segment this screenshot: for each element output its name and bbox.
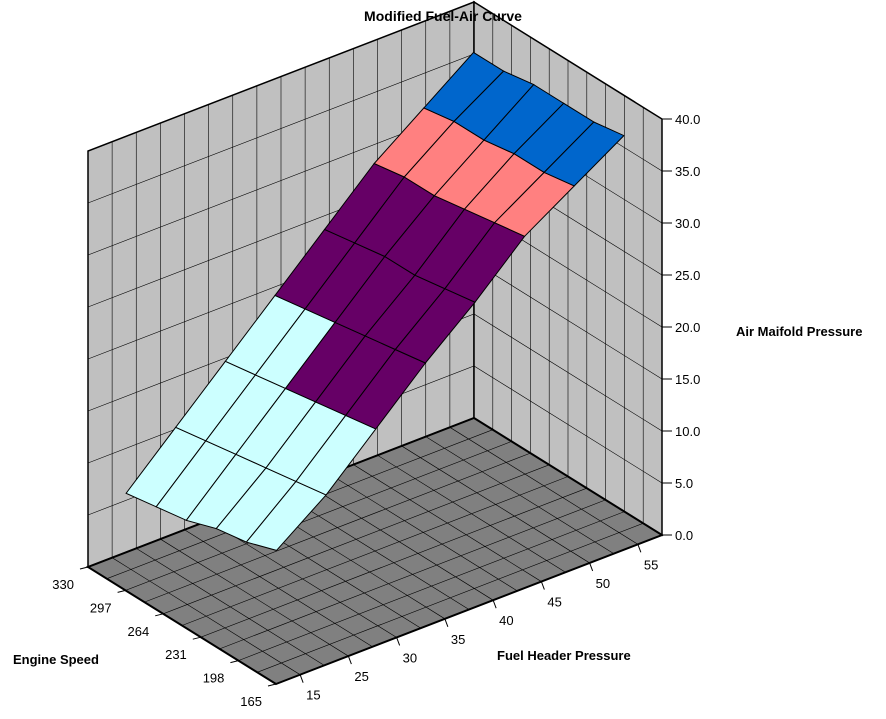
y-tick-mark	[230, 660, 239, 664]
x-tick-mark	[347, 655, 352, 665]
y-tick-mark	[117, 589, 126, 593]
z-tick-label: 30.0	[675, 216, 700, 231]
z-tick-label: 35.0	[675, 164, 700, 179]
y-axis-title: Engine Speed	[13, 652, 99, 667]
x-axis-title: Fuel Header Pressure	[497, 648, 631, 663]
x-tick-mark	[589, 562, 594, 572]
x-tick-label: 35	[451, 632, 465, 647]
x-tick-mark	[299, 674, 304, 683]
surface-cell	[543, 121, 625, 187]
z-tick-label: 20.0	[675, 320, 700, 335]
floor-gridline	[219, 499, 606, 650]
z-tick-label: 10.0	[675, 424, 700, 439]
x-tick-mark	[396, 637, 401, 646]
floor-gridline	[257, 523, 644, 673]
y-tick-mark	[267, 683, 277, 687]
z-tick-label: 25.0	[675, 268, 700, 283]
floor-gridline	[238, 511, 625, 661]
chart-floor	[85, 416, 665, 686]
z-tick-label: 15.0	[675, 372, 700, 387]
floor-gridline	[144, 452, 531, 603]
y-tick-mark	[79, 566, 89, 570]
y-tick-label: 165	[240, 694, 262, 709]
y-tick-label: 297	[90, 600, 112, 615]
floor-gridline	[181, 476, 569, 626]
floor-gridline	[125, 441, 512, 591]
x-tick-label: 30	[403, 650, 417, 665]
x-tick-mark	[540, 581, 545, 590]
x-tick-label: 25	[354, 669, 368, 684]
y-tick-label: 264	[127, 624, 149, 639]
floor-gridline	[163, 464, 550, 615]
x-tick-mark	[444, 618, 449, 627]
x-tick-label: 15	[306, 688, 320, 703]
chart-title: Modified Fuel-Air Curve	[364, 8, 522, 24]
axis-ticks: 0.0 5.0 10.0 15.0 20.0 25.0 30.0 35.0 40.0 15 25 30…	[52, 112, 700, 709]
floor-gridline	[200, 487, 587, 638]
y-tick-mark	[155, 613, 164, 617]
x-tick-label: 55	[644, 557, 658, 572]
x-tick-mark	[492, 600, 497, 609]
surface-plot	[125, 51, 625, 551]
x-tick-label: 50	[596, 576, 610, 591]
x-tick-label: 40	[499, 613, 513, 628]
y-tick-label: 198	[203, 671, 225, 686]
z-tick-label: 0.0	[675, 528, 693, 543]
z-tick-label: 40.0	[675, 112, 700, 127]
y-tick-label: 231	[165, 647, 187, 662]
x-tick-mark	[637, 544, 642, 553]
z-axis-title: Air Maifold Pressure	[736, 324, 862, 339]
z-tick-label: 5.0	[675, 476, 693, 491]
x-tick-label: 45	[547, 595, 561, 610]
y-tick-label: 330	[52, 577, 74, 592]
y-tick-mark	[192, 636, 201, 640]
